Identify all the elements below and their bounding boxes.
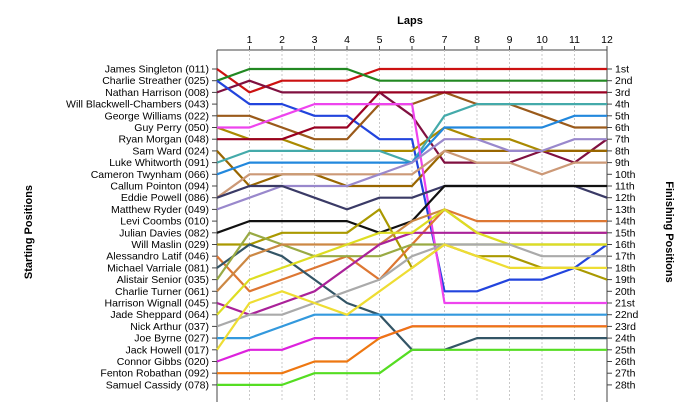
starting-label: Samuel Cassidy (078) [106,379,209,391]
starting-label: James Singleton (011) [105,64,209,76]
finishing-label: 14th [615,216,636,228]
lap-tick-label: 6 [409,34,415,46]
finishing-label: 27th [615,368,636,380]
series-line [217,102,607,305]
starting-label: Julian Davies (082) [119,227,209,239]
starting-label: Cameron Twynham (066) [91,169,209,181]
starting-position-labels: James Singleton (011)Charlie Streather (… [66,64,209,392]
starting-label: Jack Howell (017) [126,344,209,356]
finishing-label: 25th [615,344,636,356]
finishing-label: 2nd [615,75,633,87]
series-line [217,325,607,375]
finishing-label: 1st [615,64,629,76]
starting-label: Ryan Morgan (048) [119,134,209,146]
starting-label: Alessandro Latif (046) [106,251,209,263]
finishing-label: 11th [615,181,635,193]
series-line [216,243,607,351]
series-lines [216,67,608,386]
finishing-label: 12th [615,192,636,204]
series-line [216,67,607,94]
starting-label: Matthew Ryder (049) [111,204,209,216]
lap-tick-labels: 1 2 3 4 5 6 7 8 9 10 11 12 [247,34,613,50]
series-line [216,79,608,293]
series-line [216,184,608,211]
finishing-label: 21st [615,298,635,310]
starting-label: Nathan Harrison (008) [105,87,209,99]
series-line [217,313,607,340]
finishing-label: 24th [615,333,636,345]
starting-label: Will Blackwell-Chambers (043) [66,99,209,111]
lap-tick-label: 5 [377,34,383,46]
starting-label: Harrison Wignall (045) [105,298,209,310]
series-line [216,208,607,316]
lap-tick-label: 9 [507,34,513,46]
starting-label: Luke Whitworth (091) [109,157,209,169]
finishing-label: 6th [615,122,630,134]
finishing-label: 10th [615,169,636,181]
starting-label: Alistair Senior (035) [117,274,209,286]
series-line [216,149,607,199]
finishing-label: 22nd [615,309,639,321]
starting-label: Charlie Turner (061) [115,286,209,298]
starting-label: Charlie Streather (025) [102,75,209,87]
lap-tick-label: 7 [442,34,448,46]
finishing-label: 3rd [615,87,630,99]
finishing-label: 19th [615,274,636,286]
right-axis-label: Finishing Positions [663,181,675,282]
series-line [216,149,607,188]
lap-tick-label: 2 [279,34,285,46]
finishing-label: 8th [615,145,630,157]
lap-tick-label: 3 [312,34,318,46]
finishing-label: 16th [615,239,636,251]
finishing-label: 15th [615,227,636,239]
lap-tick-label: 11 [569,34,580,46]
starting-label: Fenton Robathan (092) [100,368,209,380]
finishing-label: 5th [615,110,630,122]
finishing-label: 18th [615,262,636,274]
starting-label: Michael Varriale (081) [107,262,209,274]
left-axis-label: Starting Positions [23,185,35,279]
series-line [216,184,607,234]
series-line [217,348,607,386]
starting-label: Joe Byrne (027) [134,333,209,345]
finishing-position-labels: 1st2nd3rd4th5th6th7th8th9th10th11th12th1… [615,64,639,392]
lap-tick-label: 12 [601,34,613,46]
finishing-label: 7th [615,134,630,146]
starting-label: Guy Perry (050) [134,122,209,134]
starting-label: Nick Arthur (037) [130,321,209,333]
finishing-label: 9th [615,157,630,169]
starting-label: George Williams (022) [105,110,209,122]
starting-label: Levi Coombs (010) [120,216,209,228]
finishing-label: 13th [615,204,636,216]
lap-tick-label: 4 [344,34,350,46]
starting-label: Sam Ward (024) [132,145,209,157]
finishing-label: 4th [615,99,630,111]
starting-label: Eddie Powell (086) [121,192,209,204]
series-line [217,91,607,141]
finishing-label: 28th [615,379,636,391]
starting-label: Connor Gibbs (020) [117,356,209,368]
series-line [216,243,607,328]
lap-tick-label: 1 [247,34,253,46]
lap-tick-label: 10 [536,34,548,46]
series-line [216,67,607,82]
finishing-label: 23rd [615,321,636,333]
finishing-label: 20th [615,286,636,298]
starting-label: Jade Sheppard (064) [110,309,209,321]
chart-title: Laps [397,15,423,27]
starting-label: Will Maslin (029) [131,239,209,251]
starting-label: Callum Pointon (094) [110,181,209,193]
lap-tick-label: 8 [474,34,480,46]
finishing-label: 26th [615,356,636,368]
finishing-label: 17th [615,251,636,263]
